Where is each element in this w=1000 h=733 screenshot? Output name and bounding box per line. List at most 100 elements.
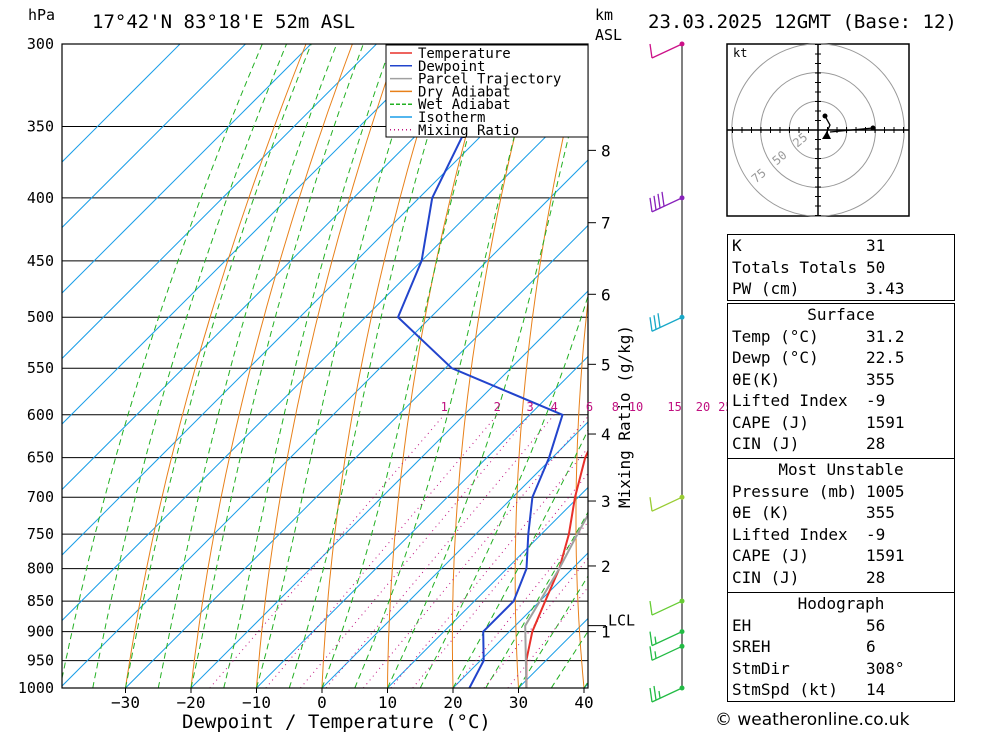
mixing-ratio-label: 8 (612, 400, 619, 414)
dry-adiabat-line (635, 44, 678, 688)
legend-label: Temperature (418, 46, 511, 62)
y-tick-label: 450 (27, 252, 54, 270)
dry-adiabat-line (692, 44, 724, 688)
table-row: Pressure (mb) 1005 (728, 481, 954, 503)
x-tick-label: −20 (177, 693, 206, 712)
x-tick-label: −30 (111, 693, 140, 712)
table-row: PW (cm) 3.43 (728, 278, 954, 300)
row-label: Pressure (mb) (732, 481, 858, 501)
row-value: 28 (866, 434, 886, 453)
wind-barb-staff (651, 496, 683, 512)
row-value: 31 (866, 236, 886, 255)
curve-layer (396, 44, 588, 688)
isotherm-line (62, 93, 588, 622)
series-line-dewpoint (396, 44, 564, 688)
table-row: SREH 6 (728, 636, 954, 658)
wind-barb-flag (649, 317, 653, 332)
wind-barb-half-flag (658, 690, 661, 699)
datetime-title: 23.03.2025 12GMT (Base: 12) (648, 11, 957, 33)
isotherm-line (62, 44, 508, 491)
row-label: θE(K) (732, 369, 781, 389)
table-row: CAPE (J) 1591 (728, 412, 954, 434)
mixing-ratio-label: 1 (441, 400, 448, 414)
surface-heading: Surface (807, 305, 875, 324)
km-tick-label: 6 (601, 285, 611, 304)
wind-barb-staff (651, 43, 683, 59)
y-tick-label: 750 (27, 525, 54, 543)
table-row: θE(K) 355 (728, 369, 954, 391)
wet-adiabat-line (62, 44, 263, 681)
y-tick-label: 350 (27, 117, 54, 135)
row-label: CAPE (J) (732, 412, 810, 432)
y-tick-label: 600 (27, 406, 54, 424)
wind-barb-half-flag (654, 636, 657, 644)
wind-barb (649, 494, 685, 512)
wind-barb-staff (651, 645, 683, 661)
surface-table: Surface Temp (°C) 31.2 Dewp (°C) 22.5 θE(K) 3… (727, 303, 955, 459)
wind-barb-flag (649, 497, 653, 512)
row-value: 308° (866, 658, 905, 678)
row-label: PW (cm) (732, 279, 800, 298)
isotherm-line (62, 44, 377, 360)
y-tick-label: 850 (27, 592, 54, 610)
wind-barb (649, 643, 685, 661)
legend-label: Mixing Ratio (418, 123, 519, 139)
wet-adiabat-line (190, 44, 364, 688)
row-label: Temp (°C) (732, 326, 819, 346)
mixing-ratio-line (209, 414, 445, 688)
row-value: 1591 (866, 412, 905, 432)
row-value: 1591 (866, 546, 905, 565)
mixing-ratio-label: 3 (526, 400, 533, 414)
isotherm-line (62, 44, 574, 556)
dry-adiabat-line (575, 296, 588, 688)
legend-label: Isotherm (418, 110, 485, 126)
x-tick-label: 30 (509, 693, 528, 712)
wind-barb-half-flag (654, 651, 657, 659)
wind-barb-staff (651, 600, 683, 616)
legend-label: Parcel Trajectory (418, 72, 561, 88)
isotherm-line (321, 421, 588, 688)
km-unit-label: km (595, 6, 613, 24)
hodograph-unit: kt (733, 46, 747, 60)
row-label: Lifted Index (732, 391, 848, 410)
most-unstable-table: Most Unstable Pressure (mb) 1005 θE (K) 355… (727, 458, 955, 593)
axis-layer: 1 2 3 4 6 8 10 15 20 2530035040045050055060065070… (18, 35, 733, 712)
isotherm-line (387, 486, 588, 688)
mixing-ratio-line (265, 414, 498, 688)
dry-adiabat-line (954, 44, 1000, 688)
row-value: 14 (866, 680, 886, 699)
wind-barb-flag (649, 631, 653, 646)
lcl-label: LCL (608, 612, 635, 630)
row-value: 355 (866, 369, 895, 389)
series-line-parcel-trajectory (524, 512, 588, 688)
table-row: Lifted Index -9 (728, 390, 954, 412)
row-label: θE (K) (732, 503, 790, 522)
row-label: K (732, 236, 742, 255)
wind-barb-staff (651, 631, 683, 647)
plot-frame (61, 43, 589, 689)
hodograph-trace-lower (824, 115, 831, 135)
table-row: θE (K) 355 (728, 502, 954, 524)
dry-adiabat-line (451, 44, 539, 688)
row-value: -9 (866, 524, 886, 544)
isotherm-line (62, 44, 246, 229)
pressure-unit-label: hPa (28, 6, 55, 24)
wind-barb-flag (653, 315, 657, 330)
row-value: 3.43 (866, 279, 905, 298)
isotherm-line (125, 224, 588, 688)
row-value: -9 (866, 391, 886, 410)
km-tick-label: 4 (601, 425, 611, 444)
hodograph-heading: Hodograph (797, 594, 885, 613)
y-tick-label: 800 (27, 560, 54, 578)
y-tick-label: 300 (27, 35, 54, 53)
wind-barb (649, 629, 685, 647)
table-row: EH 56 (728, 615, 954, 637)
wind-barb-flag (657, 193, 661, 208)
x-tick-label: 40 (574, 693, 593, 712)
mixing-ratio-axis-label: Mixing Ratio (g/kg) (615, 325, 634, 508)
table-row: Temp (°C) 31.2 (728, 326, 954, 348)
table-row: Dewp (°C) 22.5 (728, 347, 954, 369)
wet-adiabat-line (321, 44, 495, 688)
km-tick-label: 5 (601, 355, 611, 374)
